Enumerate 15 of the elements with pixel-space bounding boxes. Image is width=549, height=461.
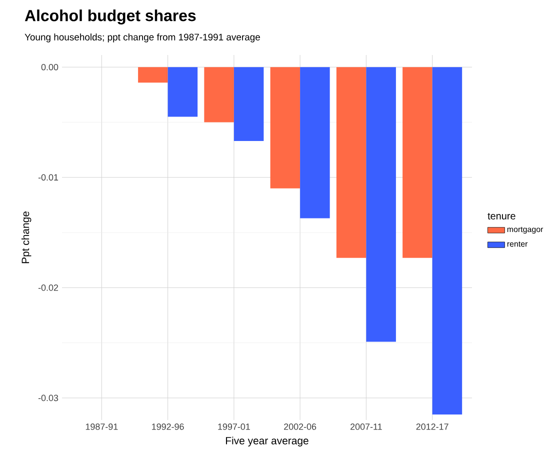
y-tick-label: -0.03 bbox=[38, 394, 58, 402]
x-axis-title: Five year average bbox=[226, 436, 308, 446]
x-tick-label: 2007-11 bbox=[350, 424, 382, 430]
y-tick-label: -0.01 bbox=[38, 174, 58, 181]
legend-title: tenure bbox=[488, 212, 516, 220]
x-tick-label: 1992-96 bbox=[152, 424, 184, 430]
y-tick-label: -0.02 bbox=[38, 284, 58, 291]
chart-title: Alcohol budget shares bbox=[24, 10, 196, 24]
chart-subtitle: Young households; ppt change from 1987-1991 average bbox=[24, 34, 260, 42]
y-tick-label: 0.00 bbox=[41, 64, 58, 70]
y-axis-title: Ppt change bbox=[21, 212, 32, 264]
x-tick-label: 1987-91 bbox=[86, 424, 118, 430]
x-tick-label: 2012-17 bbox=[416, 424, 448, 430]
x-tick-label: 1997-01 bbox=[218, 424, 250, 430]
x-tick-label: 2002-06 bbox=[284, 424, 316, 430]
